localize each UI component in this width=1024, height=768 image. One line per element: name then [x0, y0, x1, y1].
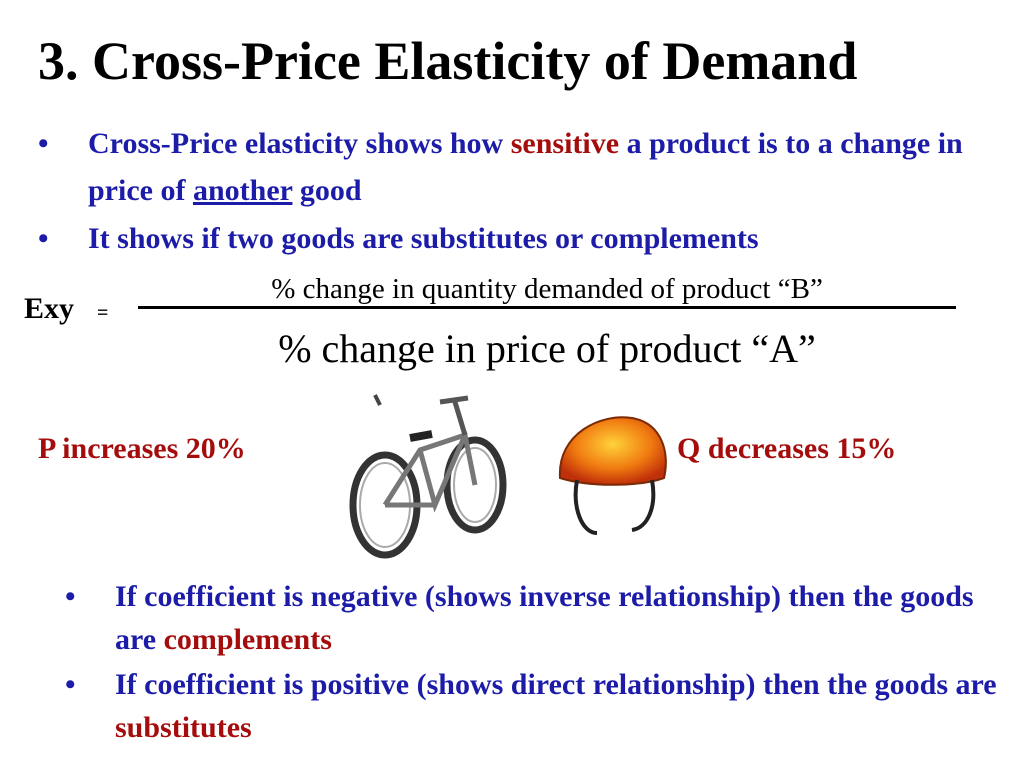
example-right: Q decreases 15%: [677, 432, 897, 465]
bullet: • If coefficient is positive (shows direc…: [65, 668, 997, 744]
formula-denominator: % change in price of product “A”: [278, 326, 816, 371]
emphasis: substitutes: [115, 711, 252, 744]
emphasis: sensitive: [510, 127, 620, 160]
example-left: P increases 20%: [38, 432, 246, 465]
formula-numerator: % change in quantity demanded of product…: [138, 272, 956, 309]
formula-equals: =: [97, 302, 109, 324]
helmet-image: [558, 416, 667, 535]
emphasis: complements: [163, 623, 332, 656]
emphasis: another: [192, 174, 293, 207]
bullet: • If coefficient is negative (shows inver…: [65, 580, 974, 656]
formula-lhs: Exy: [24, 292, 75, 325]
text: a product is to a change in price of: [88, 127, 963, 207]
text: Cross-Price elasticity shows how: [88, 127, 504, 160]
bullet: • Cross-Price elasticity shows how sensit…: [38, 127, 963, 207]
bullet: • It shows if two goods are substitutes o…: [38, 222, 759, 255]
bicycle-image: [349, 394, 507, 559]
slide-title: 3. Cross-Price Elasticity of Demand: [38, 31, 858, 91]
text: If coefficient is positive (shows direct…: [115, 668, 997, 701]
text: It shows if two goods are substitutes or…: [88, 222, 759, 255]
text: good: [299, 174, 362, 207]
text: If coefficient is negative (shows invers…: [115, 580, 974, 656]
